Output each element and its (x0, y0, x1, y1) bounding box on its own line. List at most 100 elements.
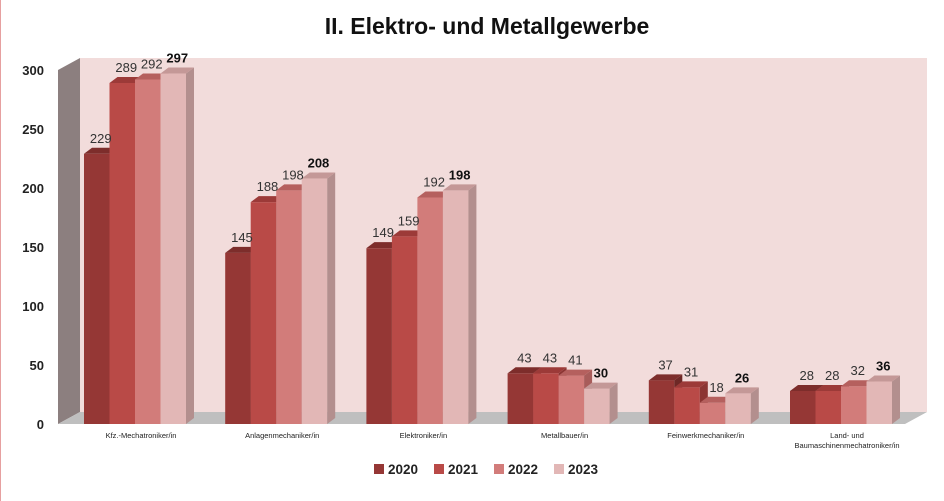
data-label: 18 (709, 380, 723, 395)
bar-top (160, 67, 194, 74)
category-label: Feinwerkmechaniker/in (667, 431, 744, 440)
data-label: 297 (166, 51, 188, 66)
bar (533, 373, 559, 424)
data-label: 30 (594, 366, 608, 381)
bar-top (135, 73, 169, 80)
bar-top (276, 184, 310, 191)
bar (250, 202, 277, 424)
legend-swatch (494, 464, 504, 474)
bar-top (725, 387, 759, 394)
data-label: 188 (257, 179, 279, 194)
data-label: 159 (398, 213, 420, 228)
data-label: 192 (423, 174, 445, 189)
bar (84, 153, 110, 424)
bar (391, 236, 418, 424)
bar (674, 387, 700, 424)
bar (225, 252, 251, 424)
data-label: 198 (449, 167, 471, 182)
bar-top (841, 380, 875, 387)
y-tick-label: 50 (30, 358, 44, 373)
y-tick-label: 300 (22, 63, 44, 78)
bar (442, 190, 469, 424)
data-label: 32 (851, 363, 865, 378)
bar-side (609, 382, 618, 424)
data-label: 198 (282, 167, 304, 182)
bar-top (866, 375, 900, 382)
side-wall (58, 58, 80, 424)
y-tick-label: 0 (37, 417, 44, 432)
data-label: 43 (543, 350, 557, 365)
data-label: 292 (141, 56, 163, 71)
bar (558, 375, 585, 424)
bar (699, 402, 726, 424)
bar (135, 79, 161, 424)
data-label: 26 (735, 370, 749, 385)
bar (160, 73, 186, 424)
bar (301, 178, 328, 424)
bar-top (417, 191, 451, 198)
legend-swatch (554, 464, 564, 474)
bar-top (674, 381, 708, 388)
bar-side (327, 172, 336, 424)
data-label: 36 (876, 359, 890, 374)
category-label: Elektroniker/in (400, 431, 448, 440)
bar (584, 388, 610, 424)
bar (790, 390, 816, 424)
data-label: 37 (658, 357, 672, 372)
legend-swatch (434, 464, 444, 474)
bar-top (648, 374, 683, 381)
y-tick-label: 100 (22, 299, 44, 314)
legend-label: 2021 (448, 462, 479, 477)
bar-top (533, 367, 567, 374)
bar-side (750, 387, 759, 424)
bar (417, 197, 443, 424)
data-label: 28 (825, 368, 839, 383)
bar-top (815, 384, 849, 391)
bar-top (699, 396, 734, 403)
bar-top (366, 242, 400, 249)
category-label: Kfz.-Mechatroniker/in (106, 431, 177, 440)
bar (815, 390, 841, 424)
legend-label: 2023 (568, 462, 599, 477)
data-label: 229 (90, 131, 112, 146)
bar-side (468, 184, 477, 424)
y-tick-label: 150 (22, 240, 44, 255)
bar (725, 393, 751, 424)
legend-label: 2022 (508, 462, 538, 477)
category-label: Anlagenmechaniker/in (245, 431, 319, 440)
data-label: 289 (115, 60, 137, 75)
bar (866, 381, 892, 424)
data-label: 28 (800, 368, 814, 383)
data-label: 208 (308, 156, 330, 171)
bar-top (84, 147, 118, 154)
data-label: 145 (231, 230, 253, 245)
bar (109, 82, 135, 424)
data-label: 43 (517, 350, 531, 365)
bar (507, 373, 534, 424)
bar-top (301, 172, 336, 179)
y-tick-label: 250 (22, 122, 44, 137)
bar (276, 190, 302, 424)
data-label: 149 (372, 225, 394, 240)
bar (648, 380, 675, 424)
bar-top (790, 384, 824, 391)
bar-top (558, 369, 593, 376)
bar-top (391, 230, 426, 237)
bar-side (892, 375, 900, 424)
bar-top (507, 367, 542, 374)
data-label: 31 (684, 364, 698, 379)
legend-swatch (374, 464, 384, 474)
data-label: 41 (568, 353, 582, 368)
bar-top (250, 196, 285, 203)
bar (366, 248, 392, 424)
bar (841, 386, 867, 424)
bar-top (109, 76, 143, 83)
chart-title: II. Elektro- und Metallgewerbe (325, 13, 650, 39)
category-label: Baumaschinenmechatroniker/in (794, 441, 899, 450)
back-wall (80, 58, 927, 412)
bar-side (186, 67, 194, 424)
bar-top (584, 382, 618, 389)
bar-top (442, 184, 477, 191)
